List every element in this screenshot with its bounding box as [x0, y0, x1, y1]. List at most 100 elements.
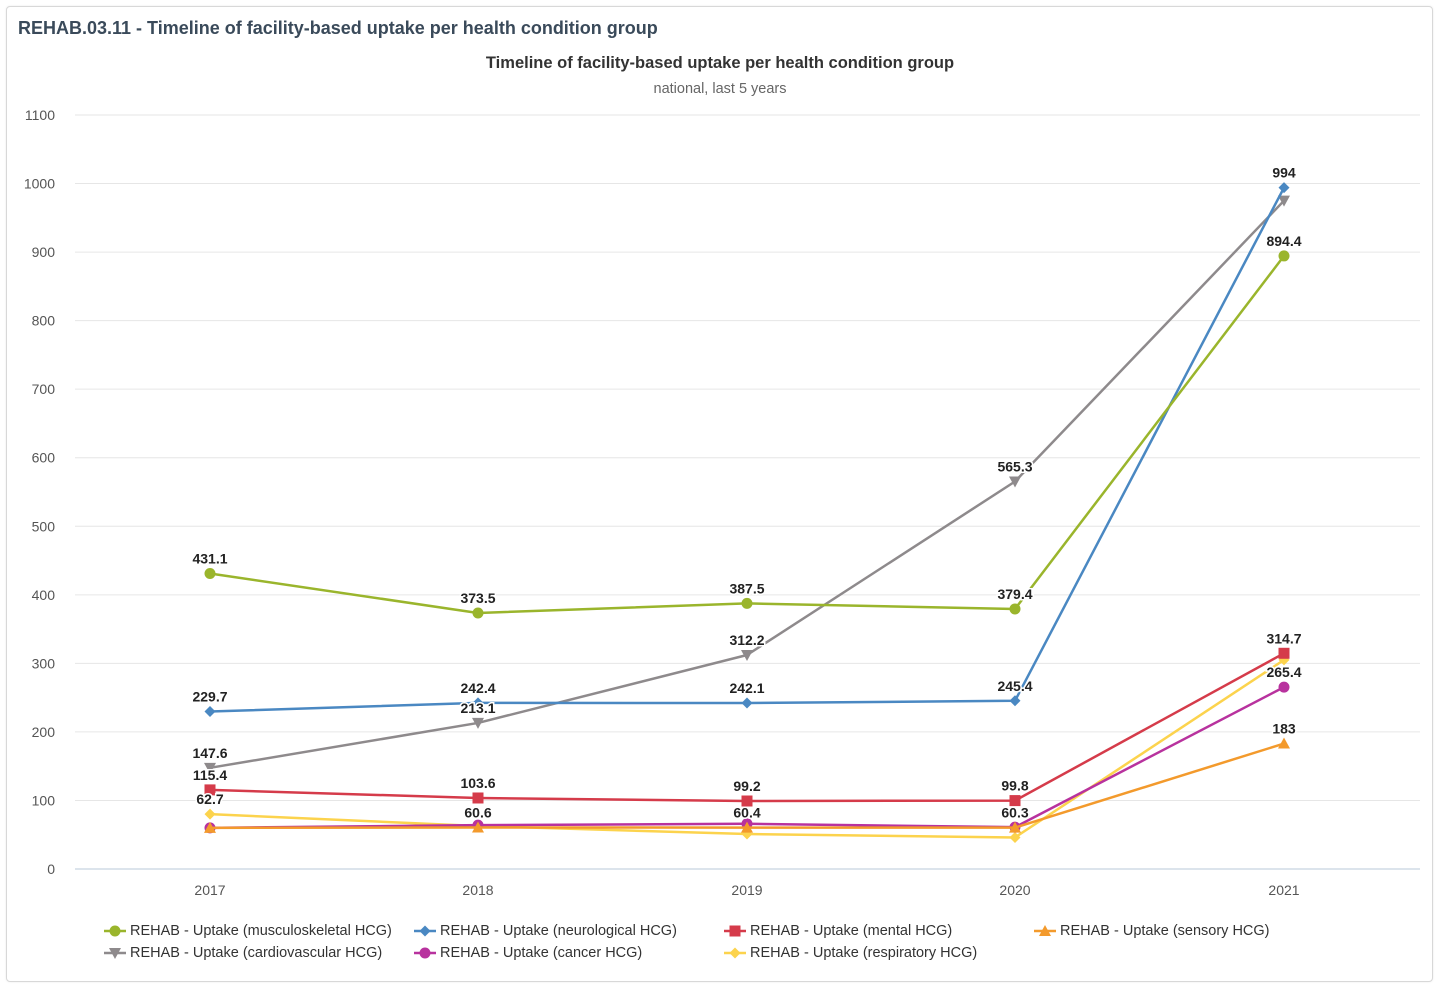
y-tick-label: 700 [32, 381, 56, 397]
legend-label: REHAB - Uptake (mental HCG) [750, 923, 953, 939]
data-point[interactable] [1278, 647, 1290, 659]
legend-marker[interactable] [729, 925, 741, 937]
data-point[interactable] [472, 607, 484, 619]
data-point[interactable] [204, 808, 216, 820]
legend-marker[interactable] [729, 947, 741, 959]
data-label: 379.4 [997, 586, 1032, 602]
series-1 [204, 182, 1290, 718]
legend-marker-icon [724, 925, 746, 937]
legend-item[interactable]: REHAB - Uptake (sensory HCG) [1030, 922, 1340, 940]
data-point[interactable] [472, 792, 484, 804]
data-point[interactable] [1009, 821, 1021, 833]
legend-label: REHAB - Uptake (respiratory HCG) [750, 945, 978, 961]
legend-label: REHAB - Uptake (sensory HCG) [1060, 923, 1270, 939]
data-point[interactable] [204, 706, 216, 718]
data-point[interactable] [741, 795, 753, 807]
data-point[interactable] [204, 762, 216, 774]
legend-marker-icon [1034, 925, 1056, 936]
legend-marker[interactable] [419, 947, 431, 959]
x-tick-label: 2018 [462, 882, 493, 898]
data-label: 115.4 [193, 767, 227, 783]
data-point[interactable] [204, 784, 216, 796]
data-point[interactable] [1009, 476, 1021, 488]
series-line[interactable] [209, 255, 1285, 615]
data-point[interactable] [741, 697, 753, 709]
legend-item[interactable]: REHAB - Uptake (musculoskeletal HCG) [100, 922, 410, 940]
legend-item[interactable]: REHAB - Uptake (cardiovascular HCG) [100, 944, 410, 962]
legend-label: REHAB - Uptake (cardiovascular HCG) [130, 945, 383, 961]
data-label: 242.4 [460, 680, 495, 696]
series-3 [204, 737, 1290, 833]
data-label: 312.2 [729, 632, 764, 648]
legend-label: REHAB - Uptake (neurological HCG) [440, 923, 677, 939]
legend-marker[interactable] [1039, 925, 1051, 936]
data-point[interactable] [741, 650, 753, 662]
data-labels-layer: 431.1 373.5 387.5 379.4 894.4 229.7 242.4 242.1… [191, 163, 1303, 822]
legend: REHAB - Uptake (musculoskeletal HCG) REHA… [100, 922, 1340, 962]
x-tick-label: 2021 [1268, 882, 1299, 898]
data-label: 147.6 [192, 745, 227, 761]
data-point[interactable] [741, 597, 753, 609]
chart-title: Timeline of facility-based uptake per he… [486, 54, 954, 72]
panel-title: REHAB.03.11 - Timeline of facility-based… [18, 18, 658, 38]
legend-label: REHAB - Uptake (musculoskeletal HCG) [130, 923, 392, 939]
data-point[interactable] [1009, 695, 1021, 707]
data-label: 314.7 [1266, 630, 1301, 646]
data-label: 373.5 [460, 590, 495, 606]
data-point[interactable] [1278, 182, 1290, 194]
y-tick-label: 100 [32, 792, 56, 808]
legend-marker[interactable] [419, 925, 431, 937]
legend-item[interactable]: REHAB - Uptake (respiratory HCG) [720, 944, 1030, 962]
legend-marker-icon [414, 947, 436, 959]
data-label: 103.6 [460, 775, 495, 791]
legend-marker[interactable] [109, 948, 121, 959]
data-point[interactable] [472, 821, 484, 833]
series-4 [204, 195, 1290, 774]
data-point[interactable] [204, 821, 216, 833]
y-tick-label: 200 [32, 724, 56, 740]
data-point[interactable] [1009, 795, 1021, 807]
data-point[interactable] [1278, 195, 1290, 207]
data-point[interactable] [741, 821, 753, 833]
data-point[interactable] [204, 568, 216, 580]
legend-item[interactable]: REHAB - Uptake (neurological HCG) [410, 922, 720, 940]
data-label: 99.2 [733, 778, 760, 794]
y-tick-label: 900 [32, 244, 56, 260]
x-tick-label: 2019 [731, 882, 762, 898]
chart-card [6, 6, 1433, 982]
series-2 [204, 647, 1290, 807]
data-label: 431.1 [192, 551, 227, 567]
y-axis: 0 100 200 300 400 500 600 700 800 900 1000 1100 [24, 107, 55, 877]
y-tick-label: 1100 [25, 107, 55, 123]
data-label: 565.3 [997, 459, 1032, 475]
data-label: 60.4 [733, 805, 760, 821]
data-label: 183 [1272, 721, 1296, 737]
y-tick-label: 0 [47, 861, 55, 877]
y-tick-label: 400 [32, 587, 56, 603]
data-label: 62.7 [196, 791, 223, 807]
data-point[interactable] [1009, 831, 1021, 843]
data-label: 387.5 [729, 580, 764, 596]
data-point[interactable] [472, 697, 484, 709]
data-label: 242.1 [729, 680, 764, 696]
data-point[interactable] [1278, 681, 1290, 693]
data-label: 265.4 [1266, 664, 1301, 680]
legend-item[interactable]: REHAB - Uptake (mental HCG) [720, 922, 1030, 940]
x-axis: 2017 2018 2019 2020 2021 [75, 868, 1420, 898]
legend-item[interactable]: REHAB - Uptake (cancer HCG) [410, 944, 720, 962]
data-point[interactable] [1278, 737, 1290, 749]
y-tick-label: 1000 [24, 176, 55, 192]
grid [75, 114, 1420, 801]
y-tick-label: 800 [32, 313, 56, 329]
data-point[interactable] [1278, 250, 1290, 262]
chart-subtitle: national, last 5 years [654, 81, 787, 97]
legend-marker-icon [104, 948, 126, 959]
x-tick-label: 2017 [194, 882, 225, 898]
legend-marker-icon [414, 925, 436, 937]
data-point[interactable] [472, 717, 484, 729]
data-point[interactable] [1009, 603, 1021, 615]
legend-marker[interactable] [109, 925, 121, 937]
y-tick-label: 300 [32, 655, 56, 671]
legend-marker-icon [724, 947, 746, 959]
